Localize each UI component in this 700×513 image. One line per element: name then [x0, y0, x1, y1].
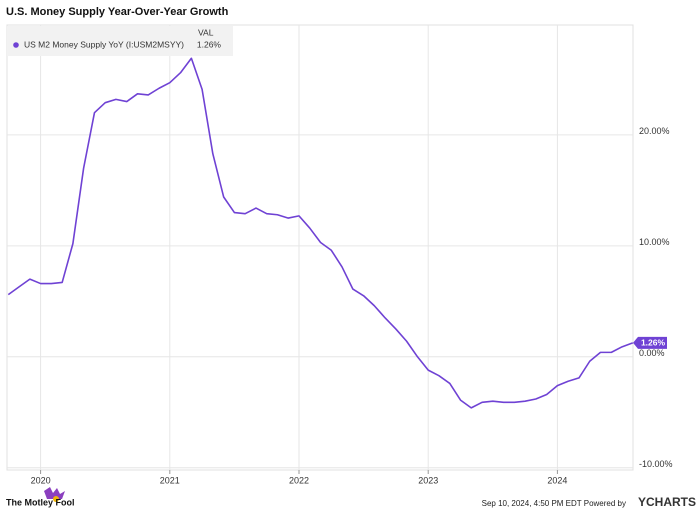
legend-header: VAL — [198, 27, 214, 37]
y-tick-label: -10.00% — [639, 459, 673, 469]
legend-box — [7, 26, 233, 56]
x-tick-label: 2023 — [418, 475, 438, 485]
grid: -10.00% 0.00% 10.00% 20.00% 2020 2021 2022 2023… — [7, 25, 673, 485]
fool-logo — [44, 487, 65, 502]
plot-frame — [6, 24, 634, 471]
chart-title: U.S. Money Supply Year-Over-Year Growth — [6, 6, 229, 18]
marks: 1.26% — [7, 57, 667, 409]
latest-label: 1.26% — [641, 338, 666, 348]
legend-label: US M2 Money Supply YoY (I:USM2MSYY) — [24, 39, 184, 49]
jester-bell — [53, 496, 59, 502]
timestamp: Sep 10, 2024, 4:50 PM EDT Powered by — [482, 499, 626, 508]
x-tick-label: 2021 — [160, 475, 180, 485]
legend: VAL US M2 Money Supply YoY (I:USM2MSYY) … — [7, 26, 233, 56]
y-tick-label: 20.00% — [639, 126, 670, 136]
x-tick-label: 2020 — [31, 475, 51, 485]
x-tick-label: 2022 — [289, 475, 309, 485]
jester-hat — [44, 487, 65, 499]
provider: YCHARTS — [638, 495, 696, 509]
footer: The Motley Fool Sep 10, 2024, 4:50 PM ED… — [6, 487, 696, 509]
y-tick-label: 0.00% — [639, 348, 665, 358]
line — [7, 57, 634, 409]
x-tick-label: 2024 — [547, 475, 567, 485]
y-tick-label: 10.00% — [639, 237, 670, 247]
latest-tag — [633, 336, 667, 349]
brand: The Motley Fool — [6, 497, 75, 507]
legend-value: 1.26% — [197, 39, 222, 49]
legend-marker — [13, 42, 19, 48]
